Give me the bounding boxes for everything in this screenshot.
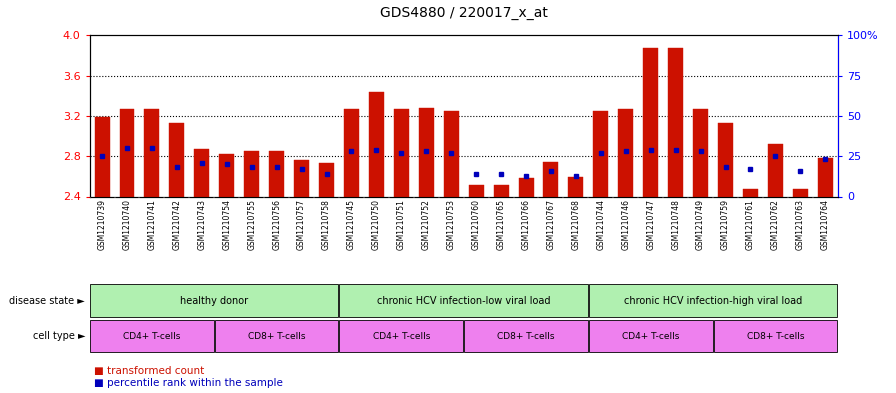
Text: GSM1210757: GSM1210757 xyxy=(297,199,306,250)
Bar xyxy=(340,320,463,352)
Text: GSM1210742: GSM1210742 xyxy=(172,199,181,250)
Text: GSM1210752: GSM1210752 xyxy=(422,199,431,250)
Bar xyxy=(340,285,588,317)
Text: GSM1210755: GSM1210755 xyxy=(247,199,256,250)
Text: GSM1210764: GSM1210764 xyxy=(821,199,830,250)
Bar xyxy=(469,185,484,196)
Bar xyxy=(319,163,334,196)
Bar xyxy=(743,189,758,196)
Text: GSM1210762: GSM1210762 xyxy=(771,199,780,250)
Bar xyxy=(768,144,783,196)
Text: GDS4880 / 220017_x_at: GDS4880 / 220017_x_at xyxy=(380,6,547,20)
Bar xyxy=(220,154,234,196)
Text: GSM1210750: GSM1210750 xyxy=(372,199,381,250)
Text: GSM1210760: GSM1210760 xyxy=(471,199,480,250)
Text: GSM1210768: GSM1210768 xyxy=(572,199,581,250)
Bar xyxy=(668,48,683,196)
Text: GSM1210761: GSM1210761 xyxy=(746,199,755,250)
Text: GSM1210744: GSM1210744 xyxy=(597,199,606,250)
Bar xyxy=(593,111,608,196)
Bar xyxy=(194,149,210,196)
Bar xyxy=(694,109,708,196)
Text: GSM1210748: GSM1210748 xyxy=(671,199,680,250)
Text: GSM1210749: GSM1210749 xyxy=(696,199,705,250)
Text: ■ percentile rank within the sample: ■ percentile rank within the sample xyxy=(94,378,283,388)
Text: GSM1210756: GSM1210756 xyxy=(272,199,281,250)
Text: cell type ►: cell type ► xyxy=(32,331,85,341)
Bar xyxy=(818,158,832,196)
Bar xyxy=(618,109,633,196)
Bar xyxy=(544,162,558,196)
Text: GSM1210745: GSM1210745 xyxy=(347,199,356,250)
Text: GSM1210751: GSM1210751 xyxy=(397,199,406,250)
Bar xyxy=(95,117,109,196)
Bar xyxy=(444,111,459,196)
Bar xyxy=(464,320,588,352)
Bar xyxy=(369,92,383,196)
Bar xyxy=(90,320,214,352)
Bar xyxy=(90,285,339,317)
Text: GSM1210758: GSM1210758 xyxy=(322,199,331,250)
Text: ■ transformed count: ■ transformed count xyxy=(94,366,204,376)
Bar xyxy=(344,109,359,196)
Text: disease state ►: disease state ► xyxy=(9,296,85,306)
Text: chronic HCV infection-low viral load: chronic HCV infection-low viral load xyxy=(377,296,550,306)
Text: CD4+ T-cells: CD4+ T-cells xyxy=(124,332,181,340)
Bar xyxy=(568,177,583,196)
Bar xyxy=(269,151,284,196)
Text: healthy donor: healthy donor xyxy=(180,296,248,306)
Text: GSM1210767: GSM1210767 xyxy=(547,199,556,250)
Text: CD4+ T-cells: CD4+ T-cells xyxy=(373,332,430,340)
Text: GSM1210754: GSM1210754 xyxy=(222,199,231,250)
Text: GSM1210743: GSM1210743 xyxy=(197,199,206,250)
Text: CD8+ T-cells: CD8+ T-cells xyxy=(746,332,805,340)
Bar xyxy=(713,320,837,352)
Text: CD8+ T-cells: CD8+ T-cells xyxy=(248,332,306,340)
Text: GSM1210741: GSM1210741 xyxy=(148,199,157,250)
Bar xyxy=(519,178,533,196)
Text: chronic HCV infection-high viral load: chronic HCV infection-high viral load xyxy=(624,296,802,306)
Text: GSM1210739: GSM1210739 xyxy=(98,199,107,250)
Bar xyxy=(119,109,134,196)
Bar xyxy=(144,109,159,196)
Text: CD8+ T-cells: CD8+ T-cells xyxy=(497,332,555,340)
Text: GSM1210766: GSM1210766 xyxy=(521,199,530,250)
Text: GSM1210746: GSM1210746 xyxy=(621,199,630,250)
Bar xyxy=(589,320,712,352)
Bar xyxy=(793,189,808,196)
Bar xyxy=(494,185,509,196)
Bar xyxy=(245,151,259,196)
Bar xyxy=(589,285,837,317)
Bar xyxy=(215,320,339,352)
Bar xyxy=(418,108,434,196)
Text: GSM1210763: GSM1210763 xyxy=(796,199,805,250)
Bar xyxy=(718,123,733,196)
Text: GSM1210759: GSM1210759 xyxy=(721,199,730,250)
Text: CD4+ T-cells: CD4+ T-cells xyxy=(622,332,679,340)
Bar xyxy=(394,109,409,196)
Text: GSM1210753: GSM1210753 xyxy=(447,199,456,250)
Bar xyxy=(169,123,185,196)
Text: GSM1210765: GSM1210765 xyxy=(496,199,505,250)
Text: GSM1210747: GSM1210747 xyxy=(646,199,655,250)
Text: GSM1210740: GSM1210740 xyxy=(123,199,132,250)
Bar xyxy=(643,48,659,196)
Bar xyxy=(294,160,309,196)
